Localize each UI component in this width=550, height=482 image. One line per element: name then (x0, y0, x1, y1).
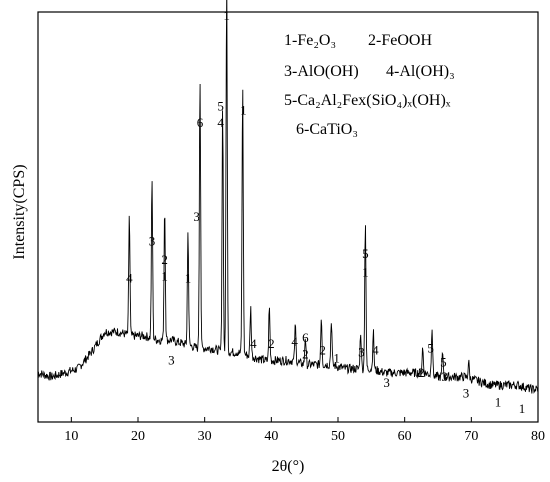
legend-fe2o3: 1-Fe₂O₃ (284, 32, 336, 49)
peak-label: 3 (463, 385, 470, 400)
x-tick-label: 60 (398, 429, 412, 444)
peak-label: 2 (268, 336, 275, 351)
legend-aloh3: 4-Al(OH)₃ (386, 63, 455, 80)
peak-label: 5 (362, 246, 369, 261)
peak-label: 1 (240, 103, 247, 118)
x-axis-title: 2θ(°) (272, 458, 305, 475)
y-axis-title: Intensity(CPS) (11, 164, 28, 259)
legend-feooh: 2-FeOOH (368, 32, 432, 49)
peak-label: 5 (217, 98, 224, 113)
peak-label: 2 (161, 252, 168, 267)
legend-ca2al2fex: 5-Ca₂Al₂Fex(SiO₄)ₓ(OH)ₓ (284, 92, 451, 109)
peak-label: 1 (185, 271, 192, 286)
x-tick-label: 20 (131, 429, 145, 444)
peak-label: 3 (358, 344, 365, 359)
legend-alooh: 3-AlO(OH) (284, 63, 359, 80)
x-tick-label: 10 (64, 429, 78, 444)
peak-label: 3 (168, 353, 175, 368)
peak-label: 4 (250, 336, 257, 351)
peak-label: 6 (302, 330, 309, 345)
x-tick-label: 70 (464, 429, 478, 444)
peak-label: 2 (418, 365, 425, 380)
peak-label: 4 (291, 334, 298, 349)
peak-label: 1 (161, 269, 168, 284)
x-tick-label: 30 (198, 429, 212, 444)
peak-label: 4 (372, 342, 379, 357)
plot-frame (37, 11, 539, 423)
peak-label: 5 (440, 355, 447, 370)
x-tick-label: 40 (264, 429, 278, 444)
x-tick-label: 80 (531, 429, 545, 444)
peak-label: 4 (126, 271, 133, 286)
x-tick-label: 50 (331, 429, 345, 444)
xrd-pattern-line (37, 0, 539, 394)
peak-label: 1 (333, 351, 340, 366)
peak-label: 1 (519, 401, 526, 416)
peak-label: 2 (302, 346, 309, 361)
legend: 1-Fe₂O₃ 2-FeOOH 3-AlO(OH) 4-Al(OH)₃ 5-Ca… (284, 32, 455, 138)
peak-label: 4 (217, 115, 224, 130)
peak-label: 3 (193, 209, 200, 224)
peak-label: 1 (362, 264, 369, 279)
peak-label: 2 (319, 342, 326, 357)
peak-label: 3 (383, 375, 390, 390)
legend-catio3: 6-CaTiO₃ (296, 121, 358, 138)
peak-label: 6 (197, 115, 204, 130)
peak-label: 3 (441, 369, 448, 384)
peak-label: 5 (427, 340, 434, 355)
x-axis-ticks: 10 20 30 40 50 60 70 80 (64, 417, 545, 444)
peak-label: 1 (495, 394, 502, 409)
peak-label: 3 (149, 234, 156, 249)
peak-label: 1 (223, 8, 230, 23)
